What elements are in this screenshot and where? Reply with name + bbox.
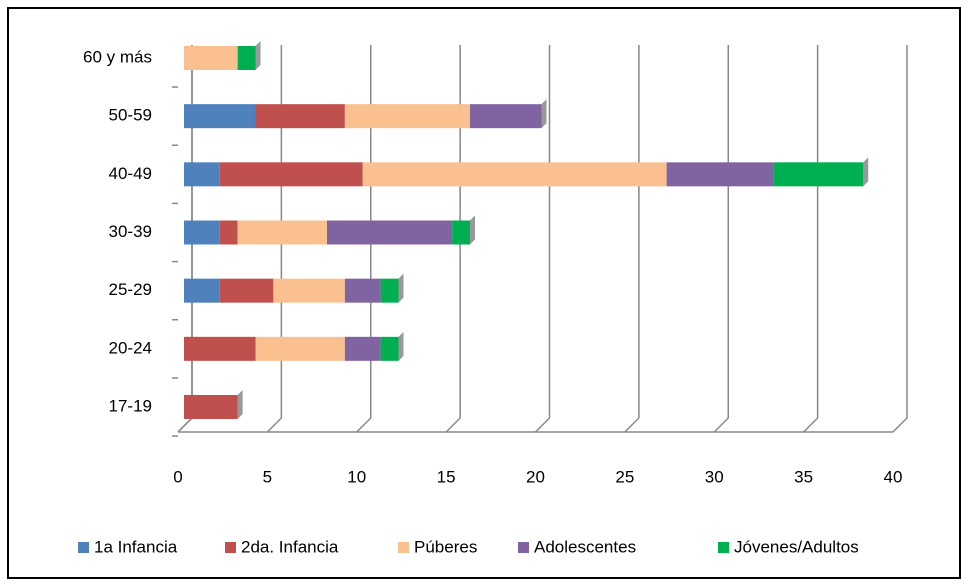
y-tick-label: 60 y más: [83, 47, 152, 66]
bar-side: [541, 99, 547, 129]
bar-side: [398, 331, 404, 361]
bar: [184, 46, 238, 70]
legend-swatch: [78, 542, 89, 553]
legend-swatch: [225, 542, 236, 553]
grid-line: [892, 45, 908, 433]
x-tick-label: 20: [526, 467, 545, 486]
y-tick-label: 30-39: [109, 222, 152, 241]
legend-swatch: [718, 542, 729, 553]
x-tick-label: 10: [347, 467, 366, 486]
bar: [470, 104, 542, 129]
legend-label: 2da. Infancia: [241, 537, 339, 556]
bar: [237, 46, 256, 70]
x-tick-label: 5: [263, 467, 272, 486]
bar: [666, 162, 774, 187]
bar: [327, 220, 453, 245]
y-tick-label: 20-24: [109, 338, 152, 357]
legend-swatch: [398, 542, 409, 553]
y-tick-label: 17-19: [109, 396, 152, 415]
x-tick-label: 25: [615, 467, 634, 486]
bar: [773, 162, 864, 187]
bar: [380, 336, 399, 361]
bar: [219, 162, 363, 187]
x-tick-label: 0: [173, 467, 182, 486]
bar-side: [863, 157, 869, 187]
bar: [184, 278, 220, 303]
bar-side: [470, 215, 475, 245]
bar: [219, 220, 238, 245]
x-tick-label: 35: [794, 467, 813, 486]
chart-border: [7, 7, 961, 579]
y-tick-label: 40-49: [109, 164, 152, 183]
bar: [219, 278, 274, 303]
legend-label: Púberes: [414, 537, 477, 556]
bar-side: [255, 41, 261, 70]
bar: [255, 336, 345, 361]
bar: [184, 395, 238, 419]
bar: [184, 104, 256, 129]
bar: [184, 336, 256, 361]
bar: [184, 162, 220, 187]
bar: [452, 220, 470, 245]
y-tick-label: 50-59: [109, 106, 152, 125]
legend-label: Adolescentes: [534, 537, 636, 556]
legend-label: Jóvenes/Adultos: [734, 537, 859, 556]
bar: [184, 220, 220, 245]
bar: [344, 278, 381, 303]
x-tick-label: 40: [884, 467, 903, 486]
legend-swatch: [518, 542, 529, 553]
bar: [380, 278, 399, 303]
bar: [255, 104, 345, 129]
bar: [237, 220, 327, 245]
bar: [344, 104, 470, 129]
bar-side: [398, 273, 404, 303]
y-tick-label: 25-29: [109, 280, 152, 299]
bar: [344, 336, 381, 361]
bar: [362, 162, 667, 187]
bar-side: [237, 390, 243, 419]
x-tick-label: 15: [437, 467, 456, 486]
x-tick-label: 30: [705, 467, 724, 486]
legend-label: 1a Infancia: [94, 537, 178, 556]
bar: [273, 278, 345, 303]
